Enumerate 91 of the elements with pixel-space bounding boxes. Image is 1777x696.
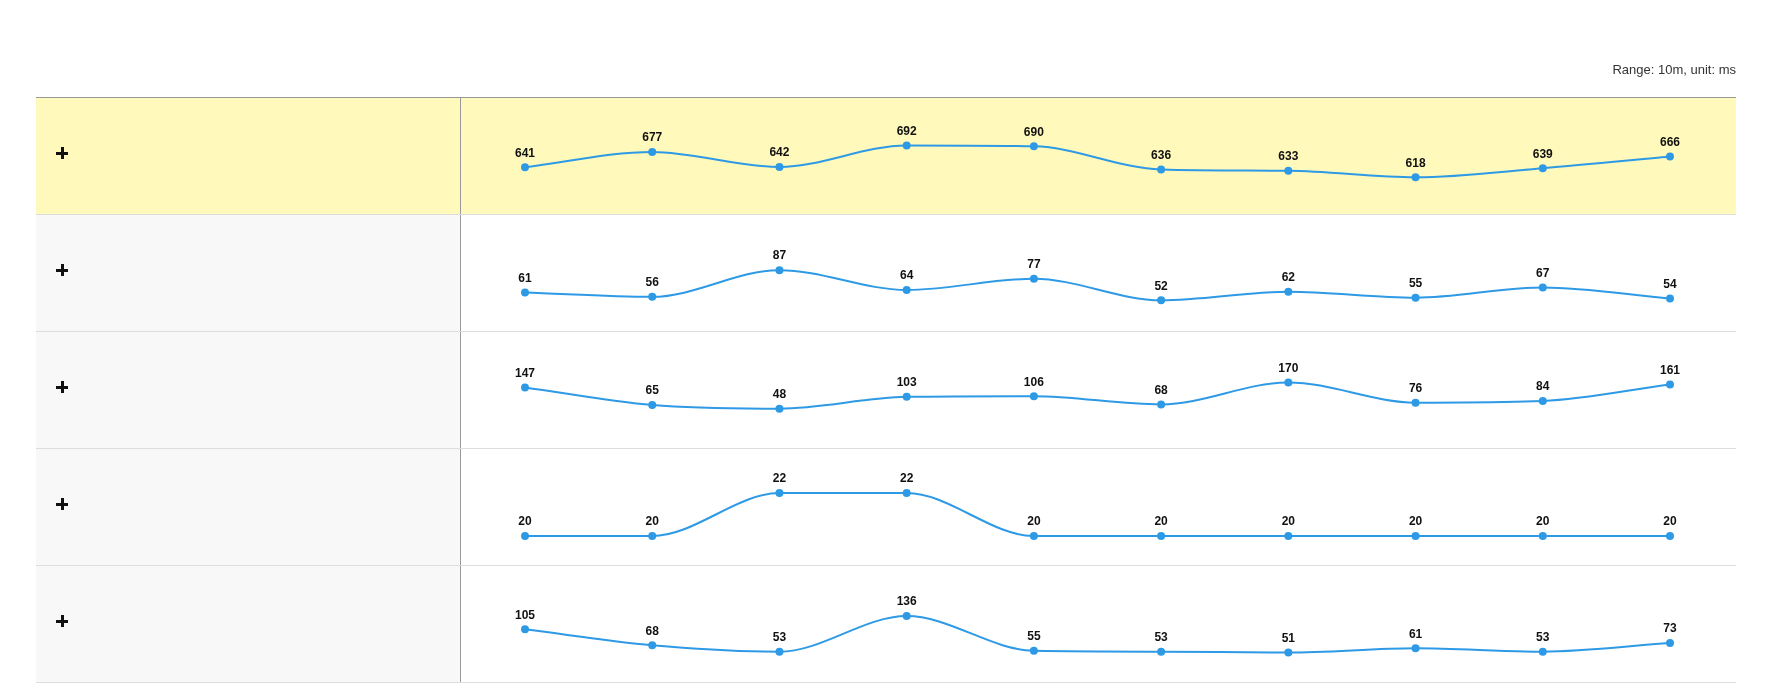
- data-label: 20: [1663, 514, 1677, 529]
- point: [648, 147, 657, 156]
- point: [521, 288, 529, 297]
- data-label: 56: [645, 275, 660, 290]
- data-label: 53: [1536, 630, 1550, 645]
- data-label: 73: [1663, 621, 1677, 636]
- point: [648, 641, 657, 650]
- point: [648, 401, 657, 410]
- data-label: 106: [1023, 374, 1045, 389]
- data-label: 68: [645, 623, 660, 638]
- point: [1157, 296, 1166, 305]
- point: [521, 383, 529, 392]
- data-label: 641: [514, 145, 536, 160]
- point: [775, 162, 784, 171]
- point: [775, 647, 784, 656]
- data-label: 642: [769, 145, 790, 160]
- point: [1666, 152, 1674, 161]
- data-label: 20: [1408, 514, 1423, 529]
- point: [1157, 165, 1166, 174]
- data-label: 22: [772, 471, 787, 486]
- data-label: 54: [1663, 276, 1677, 291]
- data-label: 20: [1536, 514, 1550, 529]
- point: [902, 612, 911, 621]
- data-label: 51: [1281, 630, 1296, 645]
- data-label: 690: [1023, 124, 1045, 139]
- point: [1411, 644, 1420, 653]
- data-label: 64: [899, 268, 914, 283]
- point: [1666, 294, 1674, 303]
- point: [1666, 639, 1674, 648]
- point: [1538, 283, 1547, 292]
- data-label: 136: [896, 594, 917, 609]
- data-label: 53: [772, 630, 787, 645]
- data-label: 666: [1659, 134, 1681, 149]
- point: [1411, 398, 1420, 407]
- point: [1157, 400, 1166, 409]
- data-label: 77: [1027, 257, 1041, 272]
- data-label: 20: [645, 514, 660, 529]
- point: [1029, 392, 1038, 401]
- data-label: 692: [896, 123, 917, 138]
- point: [1538, 647, 1547, 656]
- data-label: 84: [1536, 379, 1550, 394]
- data-label: 53: [1154, 630, 1169, 645]
- data-label: 633: [1278, 149, 1299, 164]
- data-label: 22: [899, 471, 914, 486]
- text: Range: 10m, unit: ms: [1612, 62, 1736, 77]
- data-label: 48: [772, 386, 787, 401]
- point: [902, 285, 911, 294]
- data-label: 65: [645, 383, 660, 398]
- data-label: 20: [518, 514, 532, 529]
- data-label: 55: [1027, 629, 1041, 644]
- point: [1029, 142, 1038, 151]
- data-label: 147: [514, 365, 536, 380]
- data-label: 67: [1536, 265, 1550, 280]
- point: [1284, 648, 1293, 657]
- point: [1411, 173, 1420, 182]
- point: [1284, 166, 1293, 175]
- data-label: 68: [1154, 382, 1169, 397]
- data-label: 52: [1154, 278, 1169, 293]
- point: [1411, 293, 1420, 302]
- point: [775, 266, 784, 275]
- data-label: 55: [1408, 276, 1423, 291]
- data-label: 62: [1281, 269, 1296, 284]
- point: [521, 625, 529, 634]
- data-label: 103: [896, 375, 917, 390]
- data-label: 639: [1532, 146, 1554, 161]
- data-label: 87: [772, 248, 787, 263]
- point: [1538, 164, 1547, 173]
- point: [1538, 396, 1547, 405]
- point: [902, 392, 911, 401]
- point: [1029, 646, 1038, 655]
- data-label: 677: [642, 130, 663, 145]
- data-label: 636: [1151, 147, 1172, 162]
- data-label: 161: [1659, 362, 1681, 377]
- data-label: 76: [1408, 380, 1423, 395]
- point: [775, 404, 784, 413]
- data-label: 61: [518, 270, 532, 285]
- point: [902, 141, 911, 150]
- data-label: 20: [1027, 514, 1041, 529]
- point: [1157, 647, 1166, 656]
- data-label: 170: [1278, 360, 1299, 375]
- point: [1284, 378, 1293, 387]
- point: [521, 163, 529, 172]
- data-label: 20: [1281, 514, 1296, 529]
- data-label: 20: [1154, 514, 1169, 529]
- data-label: 105: [514, 607, 536, 622]
- data-label: 61: [1408, 626, 1423, 641]
- point: [648, 292, 657, 301]
- point: [1284, 287, 1293, 296]
- point: [1666, 380, 1674, 389]
- data-label: 618: [1405, 155, 1426, 170]
- point: [1029, 274, 1038, 283]
